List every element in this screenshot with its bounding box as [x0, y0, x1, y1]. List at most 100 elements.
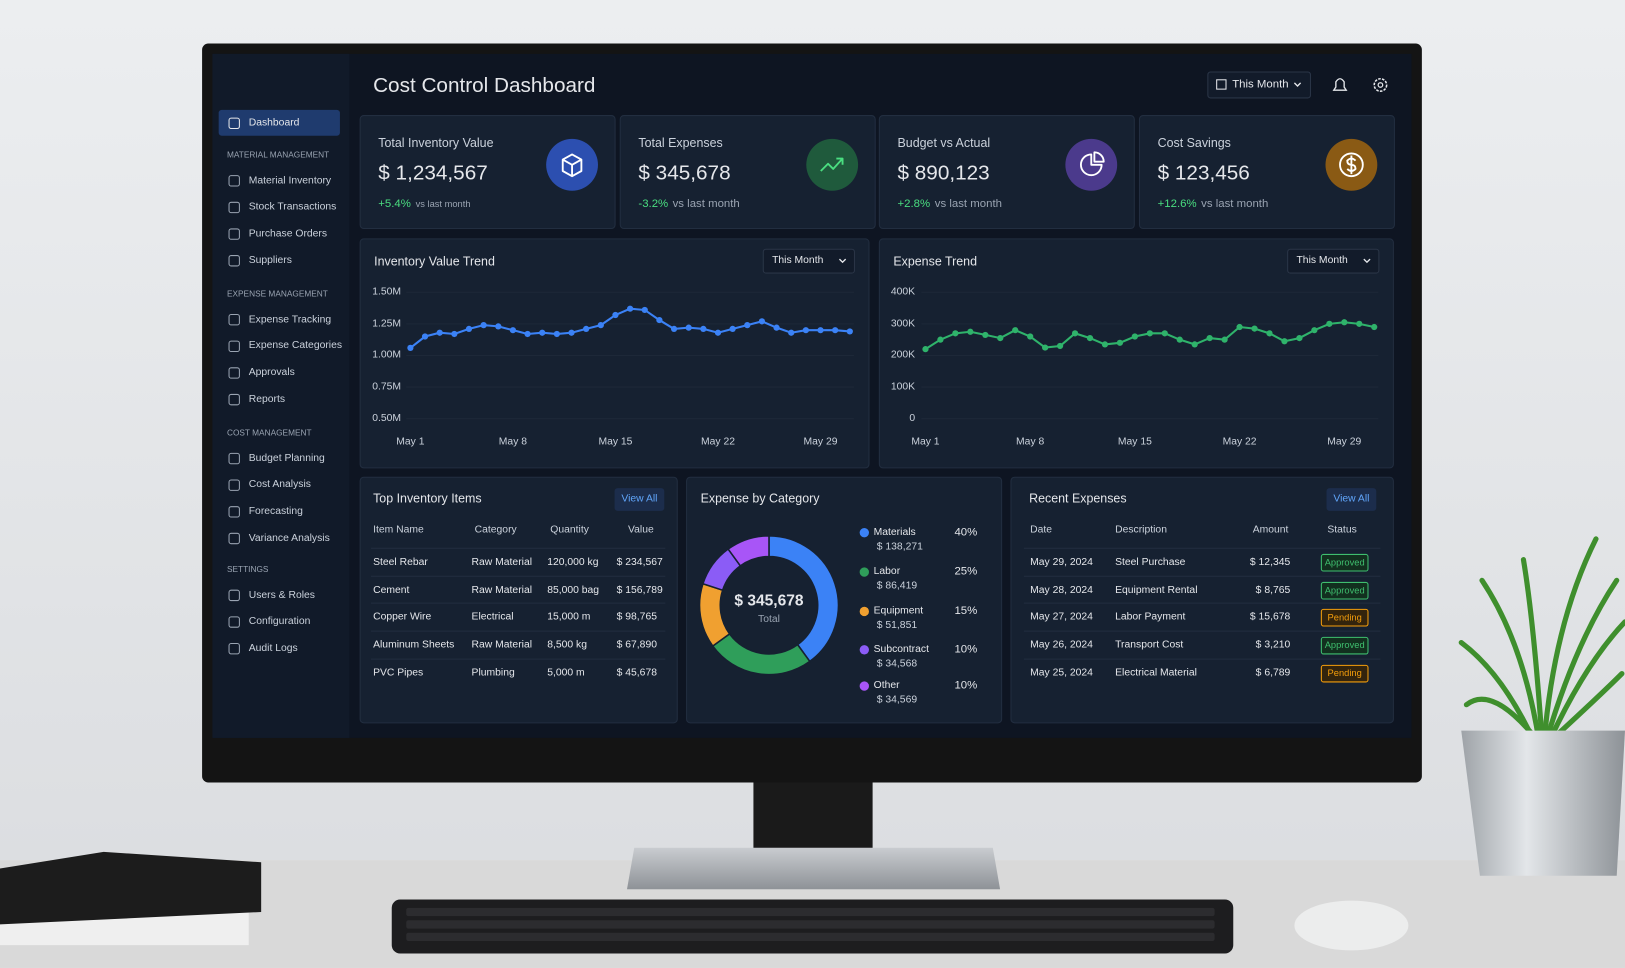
kpi-label: Cost Savings [1157, 135, 1231, 151]
legend-label: Labor [873, 565, 901, 578]
data-point [583, 325, 590, 333]
data-point [952, 330, 959, 337]
data-point [997, 334, 1004, 342]
table-cell: May 27, 2024 [1030, 611, 1093, 623]
nav-icon [228, 393, 240, 406]
table-header: Item Name [373, 524, 424, 536]
settings-icon [1373, 77, 1388, 92]
legend-dot [859, 681, 869, 691]
legend-percent: 25% [954, 565, 978, 578]
table-cell: 8,500 kg [547, 639, 587, 651]
nav-icon [228, 506, 240, 518]
data-point [1341, 319, 1348, 326]
nav-item[interactable]: Forecasting [248, 505, 303, 518]
period-label[interactable]: This Month [1232, 78, 1289, 91]
period-dropdown[interactable] [1207, 71, 1311, 99]
chart-filter[interactable] [1287, 248, 1380, 274]
data-point [1161, 330, 1168, 337]
table-cell: $ 67,890 [616, 639, 657, 651]
view-all-button[interactable] [1326, 488, 1377, 511]
table-cell: May 26, 2024 [1030, 639, 1093, 651]
nav-item[interactable]: Approvals [248, 366, 295, 379]
data-point [495, 323, 502, 330]
chart-filter-label[interactable]: This Month [772, 254, 824, 267]
kpi-change: -3.2% [638, 197, 669, 210]
table-panel [359, 476, 678, 724]
nav-item[interactable]: Expense Tracking [248, 313, 332, 325]
data-point [1236, 323, 1243, 331]
legend-percent: 15% [954, 604, 978, 618]
nav-item[interactable]: Audit Logs [248, 642, 298, 654]
chart-title: Expense by Category [700, 491, 820, 506]
view-all-label[interactable]: View All [1333, 493, 1370, 505]
kpi-value: $ 123,456 [1157, 161, 1250, 185]
nav-item[interactable]: Variance Analysis [248, 532, 330, 544]
nav-item[interactable]: Suppliers [248, 254, 292, 266]
nav-item-label[interactable]: Dashboard [248, 117, 300, 129]
view-all-label[interactable]: View All [621, 493, 658, 505]
table-header: Amount [1252, 524, 1289, 536]
data-point [1311, 327, 1318, 334]
kpi-note: vs last month [1201, 197, 1269, 210]
kpi-icon [1080, 151, 1105, 177]
data-point [832, 327, 839, 334]
table-cell: $ 3,210 [1255, 639, 1291, 651]
nav-icon [228, 642, 240, 655]
data-point [922, 346, 929, 353]
nav-icon [228, 201, 240, 214]
view-all-button[interactable] [614, 488, 665, 511]
data-point [1206, 334, 1213, 342]
nav-item[interactable]: Reports [248, 393, 286, 405]
data-point [802, 327, 809, 334]
nav-item[interactable]: Purchase Orders [248, 227, 328, 240]
chevron-icon [838, 258, 847, 264]
data-point [641, 306, 648, 314]
data-point [568, 329, 575, 336]
nav-item[interactable]: Stock Transactions [248, 201, 337, 213]
table-cell: $ 98,765 [616, 611, 657, 623]
chart-filter-label[interactable]: This Month [1296, 254, 1348, 267]
nav-icon [228, 255, 240, 267]
nav-item[interactable]: Budget Planning [248, 452, 325, 464]
nav-item[interactable]: Expense Categories [248, 340, 343, 352]
nav-icon [228, 532, 240, 545]
kpi-note: vs last month [672, 197, 740, 210]
y-tick-label: 100K [890, 380, 916, 393]
nav-item-active[interactable] [218, 109, 340, 136]
data-point [1326, 320, 1333, 327]
kpi-value: $ 345,678 [638, 161, 731, 185]
status-label: Pending [1327, 611, 1362, 623]
data-point [407, 344, 414, 351]
legend-amount: $ 34,568 [876, 658, 918, 670]
data-point [553, 330, 560, 338]
y-tick-label: 300K [890, 317, 916, 330]
legend-dot [859, 606, 869, 617]
table-cell: Aluminum Sheets [373, 639, 455, 651]
data-point [982, 331, 989, 339]
table-cell: 85,000 bag [547, 584, 600, 596]
legend-percent: 10% [954, 679, 978, 692]
data-point [539, 329, 546, 336]
y-tick-label: 1.50M [372, 286, 402, 298]
table-cell: Copper Wire [373, 611, 432, 623]
nav-item[interactable]: Cost Analysis [248, 478, 311, 491]
nav-item[interactable]: Material Inventory [248, 174, 332, 187]
data-point [773, 324, 780, 331]
y-tick-label: 400K [890, 286, 916, 298]
settings-icon-core [1377, 82, 1384, 88]
chart-filter[interactable] [762, 248, 855, 274]
table-cell: 15,000 m [547, 611, 591, 623]
nav-item[interactable]: Users & Roles [248, 589, 315, 601]
table-cell: Equipment Rental [1115, 584, 1198, 596]
legend-dot [859, 528, 869, 538]
x-tick-label: May 8 [1016, 436, 1045, 448]
table-cell: $ 12,345 [1249, 556, 1291, 568]
data-point [1251, 325, 1258, 332]
data-point [524, 330, 531, 338]
data-point [1356, 320, 1363, 327]
data-point [612, 311, 619, 319]
data-point [937, 336, 944, 343]
nav-item[interactable]: Configuration [248, 615, 311, 628]
